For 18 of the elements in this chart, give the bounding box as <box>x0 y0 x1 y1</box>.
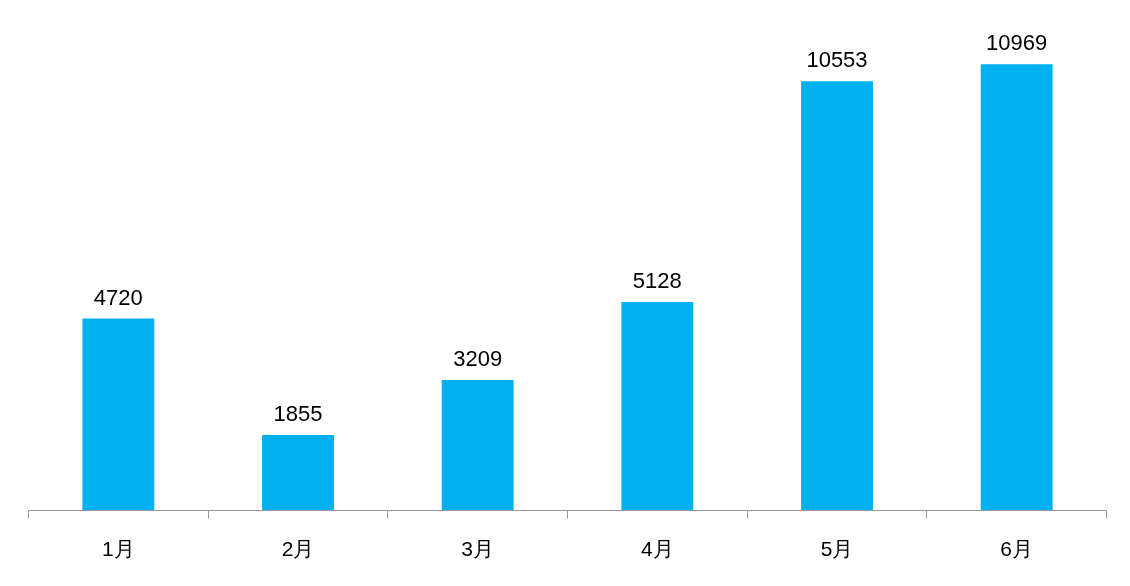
x-tick-label: 1月 <box>101 536 135 560</box>
bar <box>801 81 873 511</box>
data-label: 3209 <box>453 345 503 371</box>
x-tick-label: 2月 <box>281 536 315 560</box>
data-label: 10969 <box>986 30 1048 56</box>
bar <box>441 379 514 511</box>
data-label: 1855 <box>273 401 323 427</box>
bar <box>980 64 1053 511</box>
x-tick-label: 5月 <box>820 536 854 560</box>
bar <box>262 435 334 511</box>
data-label: 10553 <box>806 47 868 73</box>
bar <box>82 318 155 511</box>
x-tick-label: 4月 <box>640 536 674 560</box>
x-tick-label: 6月 <box>1000 536 1034 560</box>
x-tick-label: 3月 <box>461 536 495 560</box>
data-label: 5128 <box>632 267 682 293</box>
bar <box>621 301 694 511</box>
data-label: 4720 <box>93 284 143 310</box>
